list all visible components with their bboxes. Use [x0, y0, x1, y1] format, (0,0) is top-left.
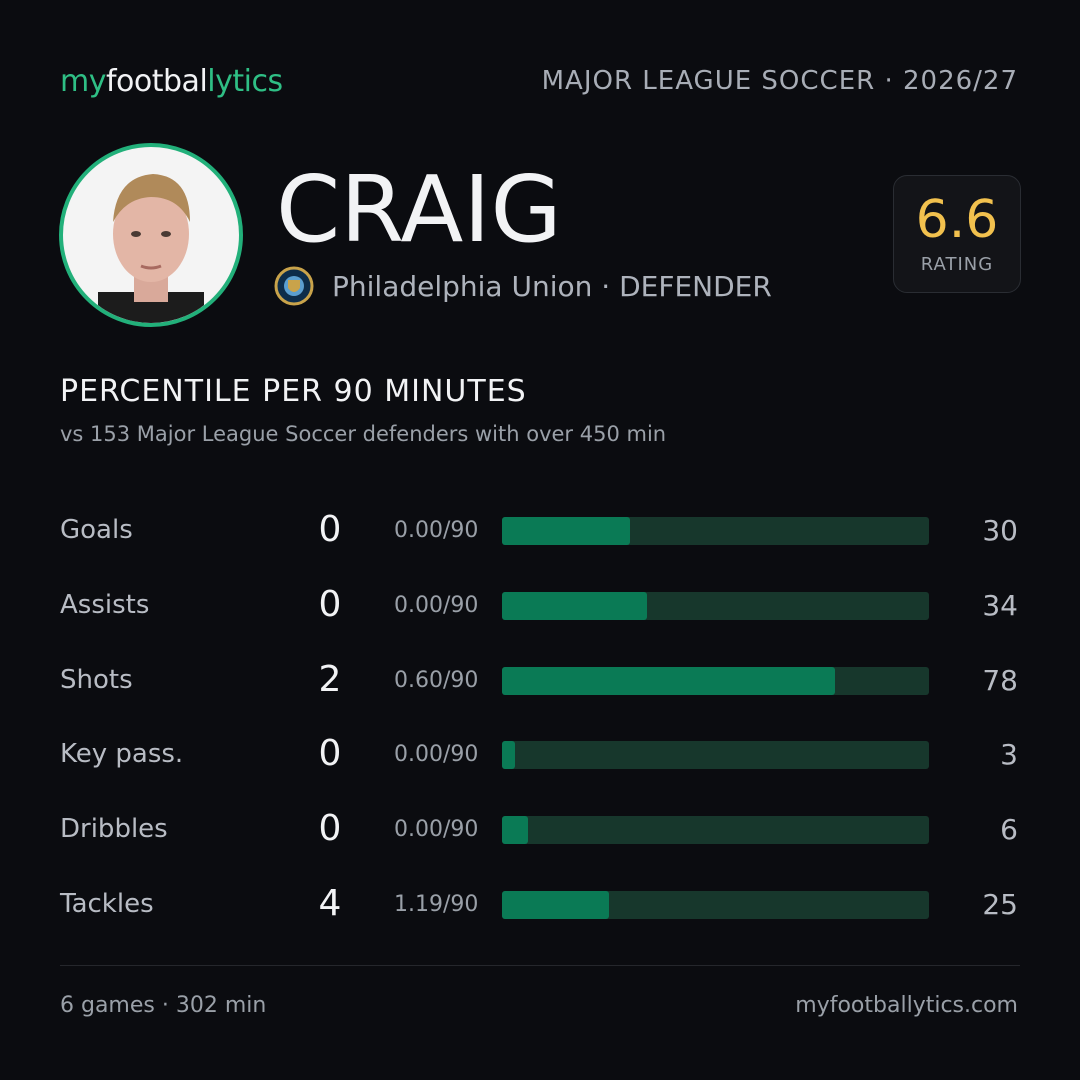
website: myfootballytics.com — [795, 993, 1018, 1018]
percentile-bar — [502, 816, 528, 845]
stat-percentile: 6 — [1000, 813, 1018, 847]
stat-percentile: 30 — [982, 514, 1018, 547]
logo-part: lytics — [207, 64, 283, 99]
bar-track — [502, 591, 929, 620]
bar-track — [502, 666, 929, 695]
divider — [60, 965, 1020, 966]
stat-label: Dribbles — [60, 814, 168, 845]
rating-value: 6.6 — [915, 190, 999, 250]
team-position: Philadelphia Union · DEFENDER — [332, 270, 772, 303]
stat-label: Assists — [60, 589, 150, 620]
stat-percentile: 3 — [1000, 738, 1018, 772]
stat-per90: 0.00/90 — [394, 592, 479, 618]
stat-per90: 0.00/90 — [394, 817, 479, 843]
percentile-bar — [502, 666, 836, 695]
games-played: 6 games · 302 min — [60, 993, 267, 1018]
stat-count: 0 — [318, 808, 342, 850]
stat-count: 4 — [318, 883, 342, 924]
logo-part: my — [60, 64, 106, 99]
player-photo — [59, 143, 243, 327]
stat-count: 0 — [318, 733, 342, 775]
percentile-bar — [502, 591, 648, 620]
bar-track — [502, 816, 929, 845]
stat-per90: 0.00/90 — [394, 742, 479, 768]
stat-label: Key pass. — [60, 739, 184, 770]
rating-label: RATING — [920, 254, 994, 275]
club-crest — [274, 266, 314, 306]
bar-track — [502, 891, 929, 919]
percentile-bar — [502, 891, 609, 919]
stat-percentile: 78 — [982, 663, 1018, 697]
percentile-bar — [502, 741, 515, 770]
logo-part: footbal — [105, 64, 208, 99]
player-name: CRAIG — [276, 156, 562, 263]
bar-track — [502, 517, 929, 545]
percentile-bar — [502, 517, 631, 545]
stat-percentile: 25 — [982, 888, 1018, 921]
bar-track — [502, 741, 929, 770]
logo: myfootballytics — [60, 64, 283, 99]
section-title: PERCENTILE PER 90 MINUTES — [60, 374, 527, 409]
stat-label: Goals — [60, 515, 133, 545]
league: MAJOR LEAGUE SOCCER · 2026/27 — [541, 66, 1018, 96]
stat-label: Tackles — [60, 889, 154, 919]
stat-count: 2 — [318, 658, 342, 700]
section-subtitle: vs 153 Major League Soccer defenders wit… — [60, 422, 667, 446]
stat-count: 0 — [318, 509, 342, 550]
stat-percentile: 34 — [982, 588, 1018, 622]
stat-per90: 0.60/90 — [394, 667, 479, 693]
stat-label: Shots — [60, 664, 133, 695]
stat-per90: 1.19/90 — [394, 892, 479, 917]
rating-box: 6.6 RATING — [893, 175, 1021, 293]
stat-per90: 0.00/90 — [394, 518, 479, 543]
stat-count: 0 — [318, 583, 342, 625]
